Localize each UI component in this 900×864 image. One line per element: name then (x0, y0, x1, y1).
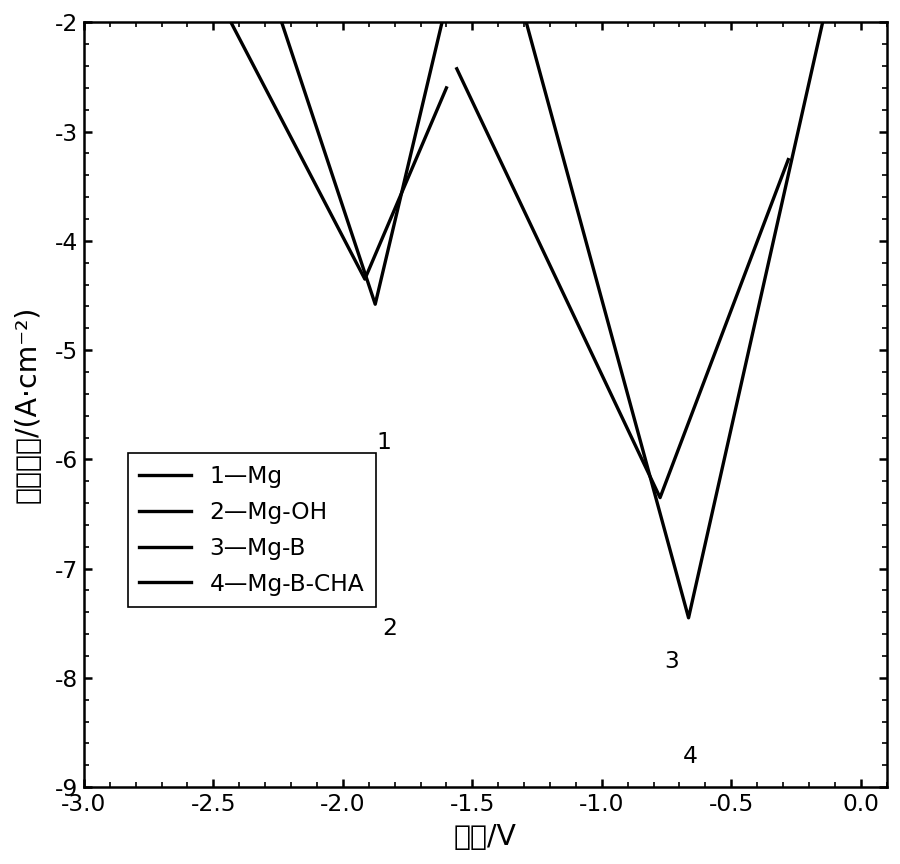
Text: 1: 1 (377, 431, 392, 454)
Text: 2: 2 (382, 617, 397, 640)
X-axis label: 电位/V: 电位/V (454, 823, 517, 851)
Y-axis label: 电流密度/(A·cm⁻²): 电流密度/(A·cm⁻²) (14, 306, 41, 504)
Legend: 1—Mg, 2—Mg-OH, 3—Mg-B, 4—Mg-B-CHA: 1—Mg, 2—Mg-OH, 3—Mg-B, 4—Mg-B-CHA (128, 454, 375, 607)
Text: 3: 3 (664, 650, 680, 673)
Text: 4: 4 (682, 745, 698, 768)
